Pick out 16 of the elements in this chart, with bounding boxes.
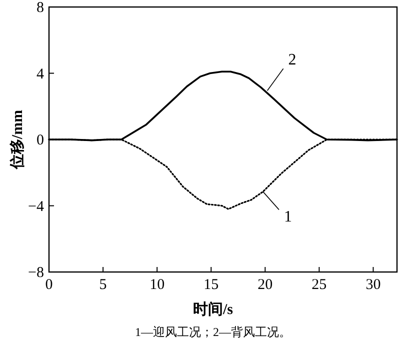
y-tick-label: 8 bbox=[36, 0, 44, 16]
y-tick-label: 4 bbox=[36, 66, 44, 82]
annotation: 1 bbox=[284, 208, 292, 226]
x-tick-label: 15 bbox=[204, 277, 219, 293]
x-tick-label: 30 bbox=[366, 277, 381, 293]
annotation: 2 bbox=[288, 52, 296, 69]
y-axis-title: 位移/mm bbox=[9, 109, 26, 170]
text: 1—迎风工况；2—背风工况。 bbox=[135, 325, 291, 339]
y-tick-label: −8 bbox=[28, 265, 44, 281]
x-tick-label: 10 bbox=[150, 277, 165, 293]
x-tick-label: 20 bbox=[258, 277, 273, 293]
x-axis-title: 时间/s bbox=[192, 301, 234, 318]
y-tick-label: −4 bbox=[28, 198, 44, 215]
x-tick-label: 25 bbox=[312, 277, 327, 293]
y-tick-label: 0 bbox=[36, 132, 44, 148]
x-tick-label: 5 bbox=[99, 277, 107, 293]
